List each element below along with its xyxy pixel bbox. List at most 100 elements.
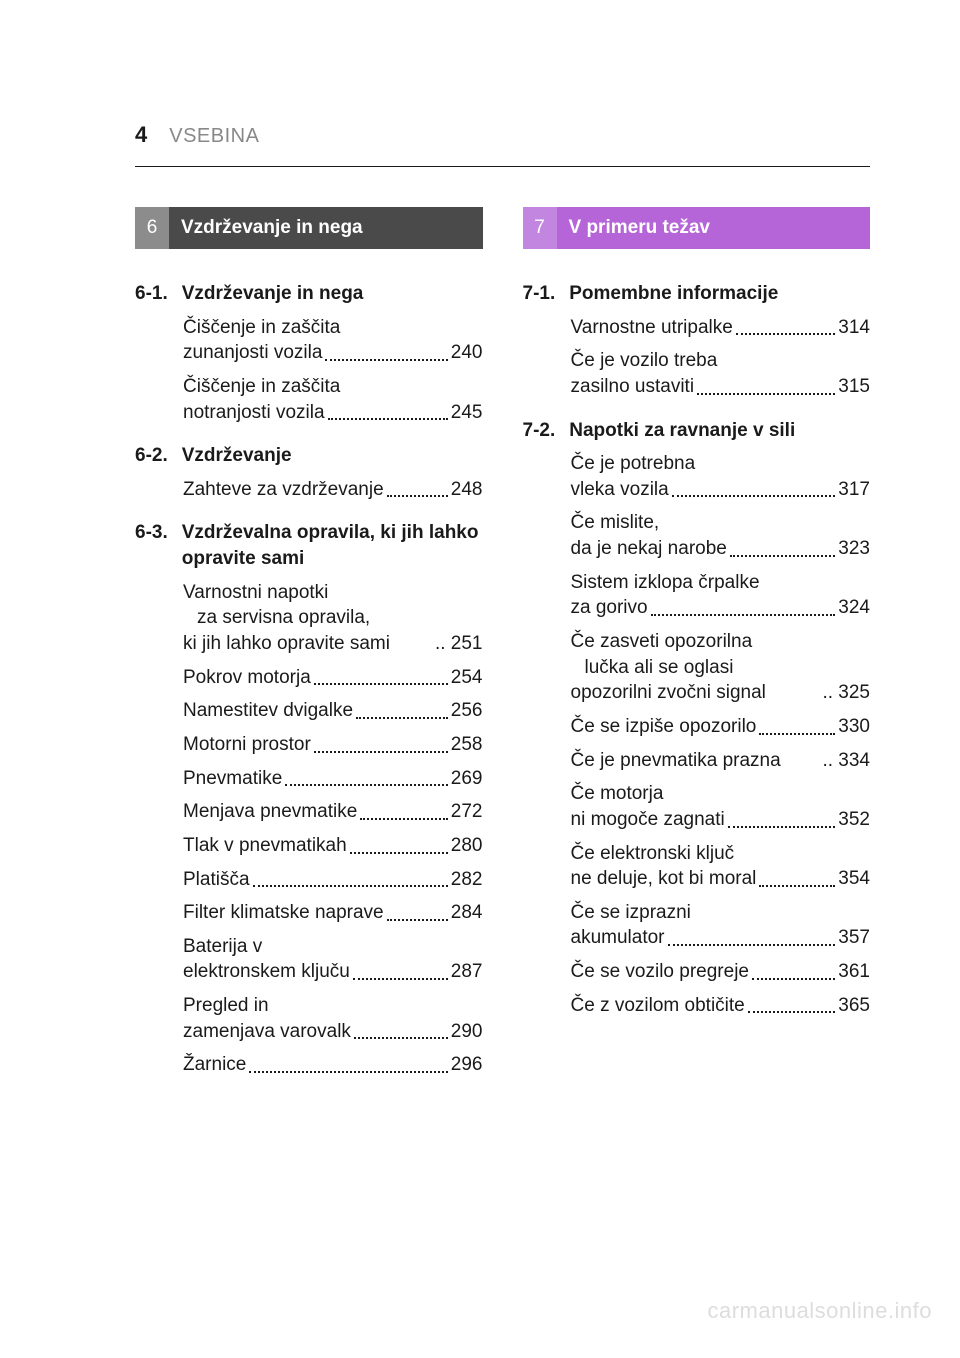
toc-entry-line: Če elektronski ključ bbox=[571, 841, 871, 867]
toc-entry-line: elektronskem ključu bbox=[183, 959, 350, 985]
leader-dots bbox=[314, 683, 448, 685]
toc-entry-line: Če se izpiše opozorilo bbox=[571, 714, 757, 740]
toc-entry-line: Če zasveti opozorilna bbox=[571, 629, 871, 655]
toc-section-heading: 7-1.Pomembne informacije bbox=[523, 281, 871, 307]
toc-entry-text: Sistem izklopa črpalke bbox=[571, 570, 871, 596]
toc-entry-page: .. 334 bbox=[822, 748, 870, 774]
toc-entry-page: .. 251 bbox=[435, 631, 483, 657]
toc-entry-row: Če je pnevmatika prazna.. 334 bbox=[571, 748, 871, 774]
toc-section-title: Vzdrževanje in nega bbox=[182, 281, 483, 307]
toc-entry-page: 352 bbox=[838, 807, 870, 833]
toc-entry-line: akumulator bbox=[571, 925, 665, 951]
toc-entry-row: Pokrov motorja 254 bbox=[183, 665, 483, 691]
leader-dots bbox=[697, 393, 835, 395]
toc-entry-page: 248 bbox=[451, 477, 483, 503]
toc-entry: Varnostni napotkiza servisna opravila,ki… bbox=[183, 580, 483, 657]
toc-entry-line: Če z vozilom obtičite bbox=[571, 993, 745, 1019]
toc-entry-row: Pnevmatike269 bbox=[183, 766, 483, 792]
toc-entry-page: 296 bbox=[451, 1052, 483, 1078]
toc-entry-row: vleka vozila317 bbox=[571, 477, 871, 503]
toc-entry-row: opozorilni zvočni signal.. 325 bbox=[571, 680, 871, 706]
leader-dots bbox=[360, 818, 448, 820]
toc-entry-row: Motorni prostor258 bbox=[183, 732, 483, 758]
toc-entry-row: akumulator357 bbox=[571, 925, 871, 951]
toc-entry: Platišča 282 bbox=[183, 867, 483, 893]
chapter-tab-num: 7 bbox=[523, 207, 557, 249]
toc-entry-page: 330 bbox=[838, 714, 870, 740]
toc-entry-row: Platišča 282 bbox=[183, 867, 483, 893]
leader-dots bbox=[350, 852, 448, 854]
toc-entry-text: Če elektronski ključ bbox=[571, 841, 871, 867]
toc-entry-row: zamenjava varovalk290 bbox=[183, 1019, 483, 1045]
chapter-tab-title: V primeru težav bbox=[557, 207, 871, 249]
toc-entry-row: Tlak v pnevmatikah 280 bbox=[183, 833, 483, 859]
toc-entry-row: notranjosti vozila245 bbox=[183, 400, 483, 426]
header-rule bbox=[135, 166, 870, 167]
toc-entry-row: zunanjosti vozila240 bbox=[183, 340, 483, 366]
chapter-tab-7: 7 V primeru težav bbox=[523, 207, 871, 249]
leader-dots bbox=[748, 1011, 836, 1013]
toc-entry: Če se vozilo pregreje361 bbox=[571, 959, 871, 985]
toc-entry: Če zasveti opozorilnalučka ali se oglasi… bbox=[571, 629, 871, 706]
toc-entry: Če elektronski ključne deluje, kot bi mo… bbox=[571, 841, 871, 892]
toc-entries: Varnostni napotkiza servisna opravila,ki… bbox=[135, 580, 483, 1078]
toc-entry-page: 314 bbox=[838, 315, 870, 341]
leader-dots bbox=[253, 885, 448, 887]
toc-entry-text: Čiščenje in zaščita bbox=[183, 315, 483, 341]
toc-entry-row: Če se vozilo pregreje361 bbox=[571, 959, 871, 985]
toc-entry: Pregled inzamenjava varovalk290 bbox=[183, 993, 483, 1044]
toc-entry-row: ki jih lahko opravite sami.. 251 bbox=[183, 631, 483, 657]
toc-entry-page: 361 bbox=[838, 959, 870, 985]
watermark: carmanualsonline.info bbox=[707, 1296, 932, 1326]
toc-entry: Pnevmatike269 bbox=[183, 766, 483, 792]
toc-entry-page: 256 bbox=[451, 698, 483, 724]
toc-entry: Sistem izklopa črpalkeza gorivo324 bbox=[571, 570, 871, 621]
toc-entry: Če se izprazniakumulator357 bbox=[571, 900, 871, 951]
toc-entry-line: Pokrov motorja bbox=[183, 665, 311, 691]
toc-entry-line: opozorilni zvočni signal bbox=[571, 680, 766, 706]
toc-entry-line: Varnostni napotki bbox=[183, 580, 483, 606]
running-header: 4 VSEBINA bbox=[135, 120, 870, 150]
leader-dots bbox=[285, 784, 448, 786]
leader-dots bbox=[314, 751, 448, 753]
toc-entries: Varnostne utripalke314Če je vozilo treba… bbox=[523, 315, 871, 400]
toc-entry-line: Namestitev dvigalke bbox=[183, 698, 353, 724]
toc-entry-line: ni mogoče zagnati bbox=[571, 807, 725, 833]
toc-entry-text: Če mislite, bbox=[571, 510, 871, 536]
toc-entry-line: Tlak v pnevmatikah bbox=[183, 833, 347, 859]
toc-entry-line: Filter klimatske naprave bbox=[183, 900, 384, 926]
toc-entry-page: 240 bbox=[451, 340, 483, 366]
page-number: 4 bbox=[135, 120, 147, 150]
chapter-tab-6: 6 Vzdrževanje in nega bbox=[135, 207, 483, 249]
leader-dots bbox=[668, 944, 836, 946]
toc-entry-row: da je nekaj narobe323 bbox=[571, 536, 871, 562]
toc-section-number: 6-2. bbox=[135, 443, 168, 469]
toc-entry-row: elektronskem ključu287 bbox=[183, 959, 483, 985]
toc-entry-line: Platišča bbox=[183, 867, 250, 893]
toc-entry-row: zasilno ustaviti315 bbox=[571, 374, 871, 400]
toc-section-heading: 6-2.Vzdrževanje bbox=[135, 443, 483, 469]
toc-entry-text: Baterija v bbox=[183, 934, 483, 960]
toc-entry-row: Filter klimatske naprave284 bbox=[183, 900, 483, 926]
toc-entry-text: Varnostni napotkiza servisna opravila, bbox=[183, 580, 483, 631]
toc-entry: Zahteve za vzdrževanje248 bbox=[183, 477, 483, 503]
toc-entry-page: 272 bbox=[451, 799, 483, 825]
toc-entry-page: 254 bbox=[451, 665, 483, 691]
toc-entry-page: 282 bbox=[451, 867, 483, 893]
toc-entry-line: Pnevmatike bbox=[183, 766, 282, 792]
leader-dots bbox=[353, 978, 448, 980]
toc-entry-page: 290 bbox=[451, 1019, 483, 1045]
toc-entry-text: Če je vozilo treba bbox=[571, 348, 871, 374]
leader-dots bbox=[249, 1071, 447, 1073]
toc-section-title: Pomembne informacije bbox=[569, 281, 870, 307]
toc-body-right: 7-1.Pomembne informacijeVarnostne utripa… bbox=[523, 281, 871, 1018]
toc-entry-text: Če je potrebna bbox=[571, 451, 871, 477]
toc-entry-row: Žarnice296 bbox=[183, 1052, 483, 1078]
toc-entry-page: 280 bbox=[451, 833, 483, 859]
toc-entry: Čiščenje in zaščitanotranjosti vozila245 bbox=[183, 374, 483, 425]
toc-entry-line: Sistem izklopa črpalke bbox=[571, 570, 871, 596]
toc-entry-text: Čiščenje in zaščita bbox=[183, 374, 483, 400]
toc-entry: Če je vozilo trebazasilno ustaviti315 bbox=[571, 348, 871, 399]
toc-entry: Namestitev dvigalke 256 bbox=[183, 698, 483, 724]
toc-entry-page: 354 bbox=[838, 866, 870, 892]
